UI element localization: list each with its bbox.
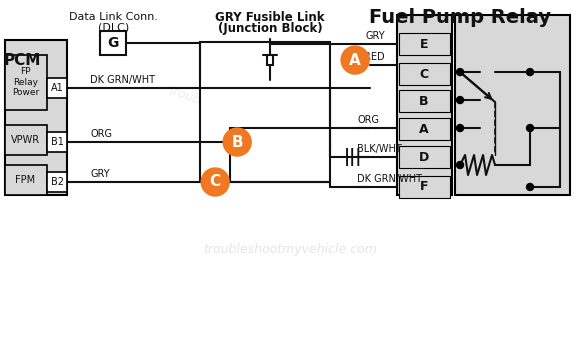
Bar [5,40,67,195]
Text: C: C [209,175,221,189]
Circle shape [456,161,463,168]
Text: troubleshootmyvehicle.com: troubleshootmyvehicle.com [203,244,377,257]
Text: (Junction Block): (Junction Block) [218,22,322,35]
Bar [399,90,450,112]
Circle shape [341,46,369,74]
Bar [399,63,450,85]
Text: GRY: GRY [365,31,385,41]
Circle shape [527,183,534,190]
Text: DK GRN/WHT: DK GRN/WHT [357,174,422,184]
Text: Fuel Pump Relay: Fuel Pump Relay [369,8,551,27]
Circle shape [227,139,234,146]
Text: RED: RED [364,52,385,62]
Bar [399,118,450,140]
Bar [5,55,48,110]
Text: D: D [419,150,429,163]
Bar [100,31,126,55]
Circle shape [527,69,534,76]
Bar [455,15,570,195]
Circle shape [527,125,534,132]
Bar [48,172,67,192]
Text: ORG: ORG [357,115,379,125]
Bar [48,132,67,152]
Text: Data Link Conn.: Data Link Conn. [69,12,158,22]
Text: G: G [107,36,119,50]
Circle shape [227,139,234,146]
Text: A1: A1 [51,83,64,93]
Text: FPM: FPM [15,175,35,185]
Text: GRY: GRY [90,169,110,179]
Text: E: E [420,37,429,50]
Text: PCM: PCM [3,52,41,68]
Circle shape [456,97,463,104]
Bar [397,15,452,195]
Text: BLK/WHT: BLK/WHT [357,144,402,154]
Circle shape [456,69,463,76]
Circle shape [223,128,251,156]
Bar [5,125,48,155]
Text: B1: B1 [51,137,64,147]
Text: (DLC): (DLC) [97,22,129,32]
Text: B: B [419,94,429,107]
Text: A: A [349,52,361,68]
Text: VPWR: VPWR [10,135,40,145]
Bar [399,146,450,168]
Text: A: A [419,122,429,135]
Text: FP
Relay
Power: FP Relay Power [12,67,39,97]
Text: |||: ||| [344,148,362,166]
Circle shape [456,125,463,132]
Bar [5,165,48,195]
Text: ORG: ORG [90,129,113,139]
Text: DK GRN/WHT: DK GRN/WHT [90,75,155,85]
Bar [399,33,450,55]
Text: troubleshootmyvehicle.com: troubleshootmyvehicle.com [166,84,334,156]
Text: B2: B2 [51,177,64,187]
Text: GRY Fusible Link: GRY Fusible Link [215,10,325,23]
Bar [48,78,67,98]
Text: F: F [420,181,429,194]
Circle shape [201,168,229,196]
Bar [200,42,330,182]
Text: B: B [231,134,243,149]
Bar [399,176,450,198]
Text: C: C [419,68,429,80]
